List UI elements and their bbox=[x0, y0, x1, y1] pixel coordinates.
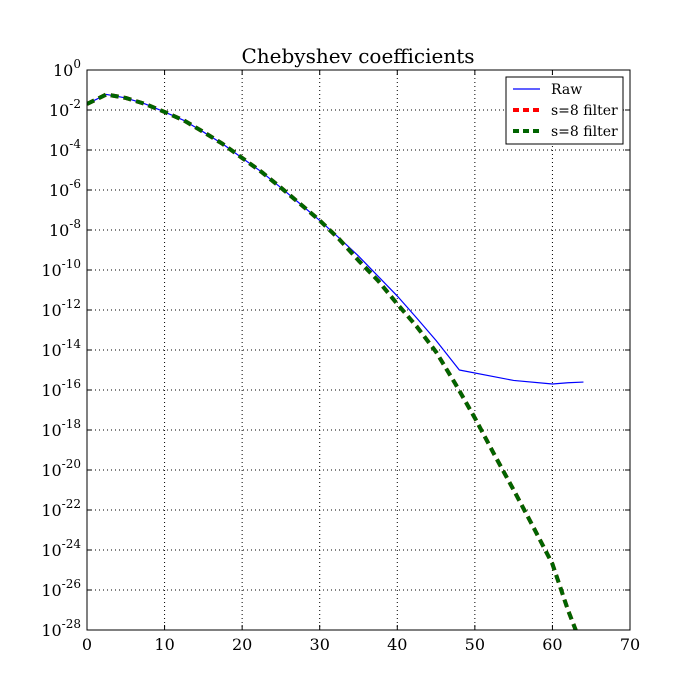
plot-frame bbox=[86, 69, 631, 631]
y-tick-label: 10-26 bbox=[41, 577, 81, 600]
legend: Raw s=8 filter s=8 filter bbox=[505, 76, 624, 145]
x-tick-label: 0 bbox=[82, 635, 92, 654]
y-tick-label: 10-4 bbox=[49, 137, 81, 160]
y-tick-label: 10-28 bbox=[41, 617, 81, 640]
x-tick-label: 60 bbox=[542, 635, 562, 654]
axis-ticks: 0 10 20 30 40 50 60 70 100 10-2 10-4 10-6 10-8 10-10 1… bbox=[41, 57, 640, 654]
legend-label-2: s=8 filter bbox=[551, 103, 618, 119]
y-tick-label: 10-2 bbox=[49, 97, 81, 120]
x-tick-label: 70 bbox=[620, 635, 640, 654]
y-tick-label: 10-14 bbox=[41, 337, 81, 360]
y-tick-label: 10-24 bbox=[41, 537, 81, 560]
y-tick-label: 10-18 bbox=[41, 417, 81, 440]
legend-label-3: s=8 filter bbox=[551, 124, 618, 140]
series-lines bbox=[87, 92, 584, 630]
series-line-3 bbox=[87, 92, 578, 630]
y-tick-label: 100 bbox=[53, 57, 81, 80]
y-tick-label: 10-20 bbox=[41, 457, 81, 480]
x-tick-label: 20 bbox=[232, 635, 252, 654]
y-tick-label: 10-6 bbox=[49, 177, 81, 200]
y-tick-label: 10-8 bbox=[49, 217, 81, 240]
y-tick-label: 10-16 bbox=[41, 377, 81, 400]
grid bbox=[86, 69, 631, 631]
x-tick-label: 50 bbox=[465, 635, 485, 654]
x-tick-label: 30 bbox=[310, 635, 330, 654]
y-tick-label: 10-10 bbox=[41, 257, 81, 280]
x-tick-label: 40 bbox=[387, 635, 407, 654]
y-tick-label: 10-22 bbox=[41, 497, 81, 520]
x-tick-label: 10 bbox=[154, 635, 174, 654]
series-line-2 bbox=[87, 92, 578, 630]
legend-label-1: Raw bbox=[551, 82, 582, 98]
chart-title: Chebyshev coefficients bbox=[241, 44, 474, 68]
y-tick-label: 10-12 bbox=[41, 297, 81, 320]
